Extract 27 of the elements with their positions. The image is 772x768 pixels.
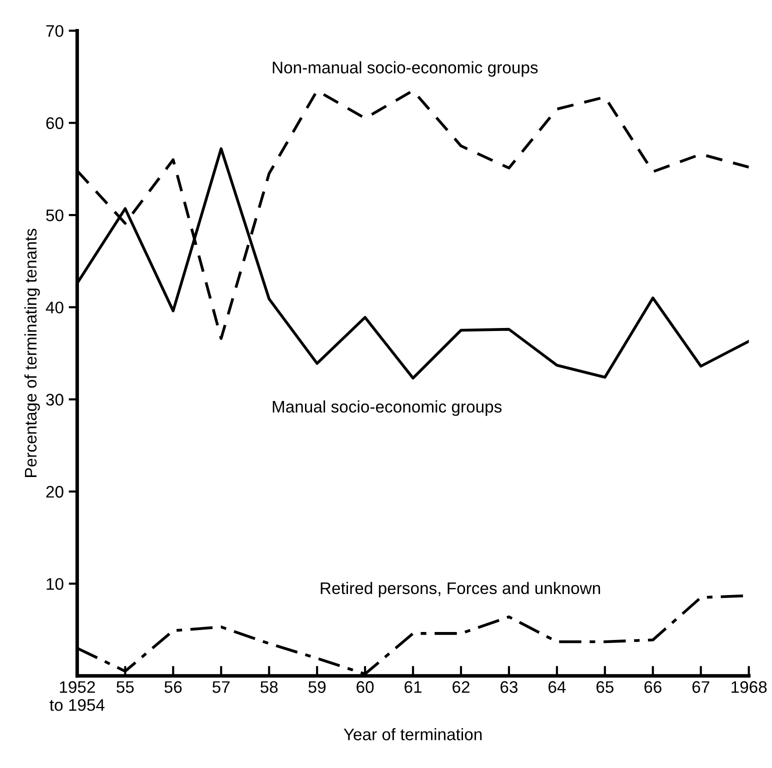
x-tick-label: 58 [260, 681, 278, 693]
x-tick-label: 63 [500, 681, 518, 693]
x-tick-label: 1968 [732, 681, 767, 693]
text: Retired persons, Forces and unknown [320, 582, 600, 598]
x-tick-label: 55 [116, 681, 134, 693]
text: Manual socio-economic groups [272, 400, 502, 416]
x-tick-label: 60 [356, 681, 374, 693]
y-tick-label: 50 [46, 209, 64, 222]
y-tick-label: 10 [46, 578, 64, 590]
x-tick-label: 67 [692, 681, 710, 693]
x-tick-label: 66 [644, 681, 662, 693]
y-tick-label: 70 [46, 25, 64, 37]
series-label: Non-manual socio-economic groups [272, 61, 538, 77]
y-tick-label: 60 [46, 117, 64, 130]
x-tick-label: 65 [596, 681, 614, 693]
x-tick-label: 56 [164, 681, 182, 693]
y-tick-label: 30 [46, 394, 64, 406]
y-axis-title: Percentage of terminating tenants [24, 228, 40, 477]
y-tick-label: 40 [46, 302, 64, 314]
x-tick-label: 59 [308, 681, 326, 693]
x-tick-label: 61 [404, 681, 422, 693]
y-tick-label: 20 [46, 486, 64, 498]
x-tick-label: 64 [548, 681, 566, 693]
x-tick-label: 57 [212, 681, 230, 693]
x-axis-title: Year of termination [344, 728, 482, 740]
x-tick-label: 1952 to 1954 [50, 681, 105, 711]
x-tick-label: 62 [452, 681, 470, 693]
